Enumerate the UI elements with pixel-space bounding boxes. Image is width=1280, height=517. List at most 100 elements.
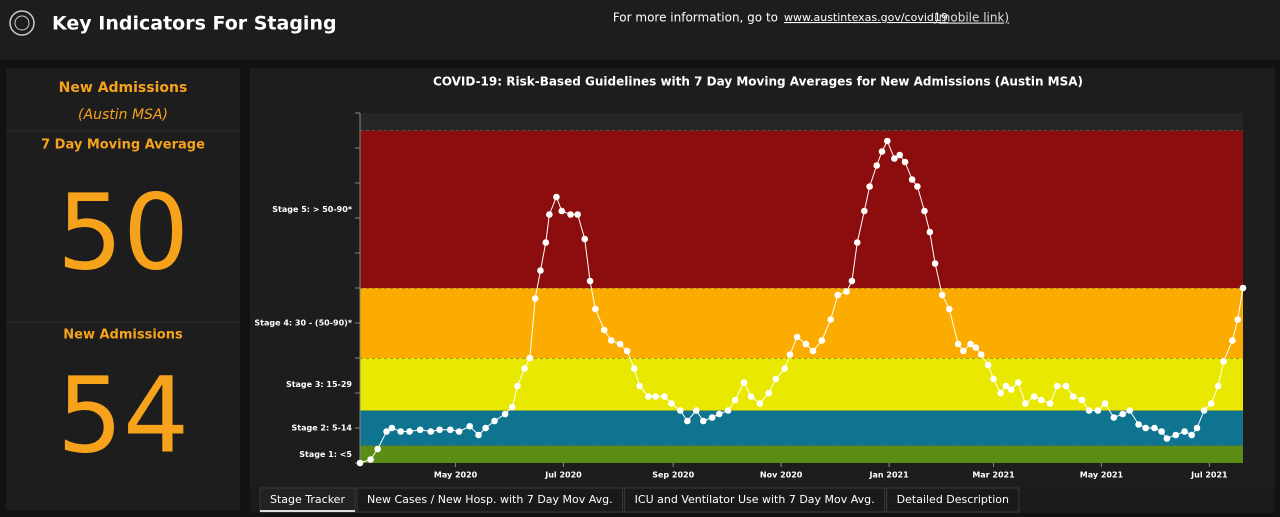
average-value: 50	[57, 171, 189, 293]
data-point	[1158, 428, 1165, 435]
stage-band	[360, 130, 1243, 288]
data-point	[921, 207, 928, 215]
data-point	[1002, 382, 1010, 390]
data-point	[1037, 396, 1045, 404]
x-tick-label: Sep 2020	[652, 471, 694, 480]
tab[interactable]	[624, 487, 886, 513]
seal-icon-inner	[14, 15, 30, 31]
data-point	[731, 396, 739, 404]
y-tick-label: Stage 2: 5-14	[292, 424, 353, 433]
tabs: Stage Tracker New Cases / New Hosp. with …	[259, 487, 1020, 513]
data-point	[1085, 407, 1093, 414]
data-point	[848, 277, 856, 285]
stage-band	[360, 358, 1243, 411]
data-point	[765, 389, 773, 397]
data-point	[908, 176, 916, 183]
data-point	[699, 417, 707, 425]
info-link[interactable]: www.austintexas.gov/covid19	[784, 11, 948, 24]
data-point	[896, 151, 904, 159]
data-point	[786, 351, 794, 358]
tab-label[interactable]: New Cases / New Hosp. with 7 Day Mov Avg…	[367, 493, 613, 506]
data-point	[878, 148, 886, 155]
data-point	[914, 183, 921, 190]
data-point	[397, 428, 404, 435]
data-point	[834, 291, 842, 299]
data-point	[1207, 400, 1215, 407]
data-point	[1119, 410, 1126, 418]
data-point	[514, 382, 521, 390]
data-point	[967, 340, 974, 348]
data-point	[542, 239, 550, 246]
tab-bar	[250, 488, 1275, 513]
data-point	[1193, 424, 1201, 432]
data-point	[740, 379, 748, 386]
data-point	[997, 389, 1004, 397]
tab-label[interactable]: Detailed Description	[897, 493, 1009, 506]
data-point	[567, 211, 574, 218]
tab-label[interactable]: ICU and Ventilator Use with 7 Day Mov Av…	[635, 493, 875, 506]
data-point	[383, 428, 390, 435]
data-point	[715, 410, 723, 418]
data-point	[367, 456, 374, 463]
data-point	[972, 344, 980, 351]
summary-heading: New Admissions	[59, 80, 188, 96]
daily-value: 54	[57, 354, 189, 476]
data-point	[1094, 407, 1102, 414]
tab[interactable]	[356, 487, 624, 513]
tab-label[interactable]: Stage Tracker	[270, 493, 345, 506]
chart-title: COVID-19: Risk-Based Guidelines with 7 D…	[433, 75, 1083, 89]
x-tick-label: May 2021	[1080, 471, 1124, 480]
data-point	[901, 158, 909, 166]
data-point	[1007, 386, 1015, 393]
data-point	[436, 426, 443, 434]
data-point	[1135, 421, 1142, 428]
stage-band	[360, 288, 1243, 358]
summary-region: (Austin MSA)	[78, 107, 168, 123]
data-point	[501, 410, 509, 418]
data-point	[526, 354, 534, 362]
tab[interactable]	[259, 487, 356, 513]
data-point	[475, 431, 482, 439]
data-point	[1188, 431, 1195, 439]
data-point	[772, 375, 780, 383]
data-point	[960, 347, 967, 355]
data-point	[1046, 400, 1054, 407]
data-point	[1142, 424, 1149, 432]
data-point	[692, 407, 700, 414]
header-title: Key Indicators For Staging	[52, 13, 337, 35]
data-point	[676, 407, 684, 414]
data-point	[388, 424, 396, 432]
data-point	[1101, 400, 1109, 407]
mobile-link[interactable]: (mobile link)	[934, 11, 1009, 25]
tab[interactable]	[886, 487, 1020, 513]
data-point	[1053, 382, 1061, 390]
data-point	[1214, 382, 1222, 390]
data-point	[374, 445, 381, 453]
data-point	[1220, 358, 1227, 365]
x-tick-label: May 2020	[434, 471, 478, 480]
data-point	[708, 414, 716, 421]
data-point	[1172, 431, 1180, 439]
data-point	[756, 400, 764, 407]
data-point	[581, 235, 589, 243]
header-bar	[0, 0, 1280, 60]
data-point	[1239, 284, 1247, 292]
data-point	[984, 361, 992, 369]
stage-band	[360, 445, 1243, 463]
y-tick-label: Stage 3: 15-29	[286, 380, 352, 389]
data-point	[931, 260, 939, 267]
data-point	[781, 365, 788, 372]
y-tick-label: Stage 5: > 50-90*	[272, 205, 353, 214]
data-point	[891, 155, 898, 162]
x-tick-label: Mar 2021	[972, 471, 1015, 480]
data-point	[592, 305, 599, 313]
data-point	[827, 316, 834, 323]
data-point	[645, 393, 652, 400]
data-point	[818, 337, 826, 344]
data-point	[427, 428, 435, 435]
data-point	[1181, 428, 1188, 435]
x-tick-label: Jan 2021	[869, 471, 910, 480]
data-point	[861, 207, 868, 215]
